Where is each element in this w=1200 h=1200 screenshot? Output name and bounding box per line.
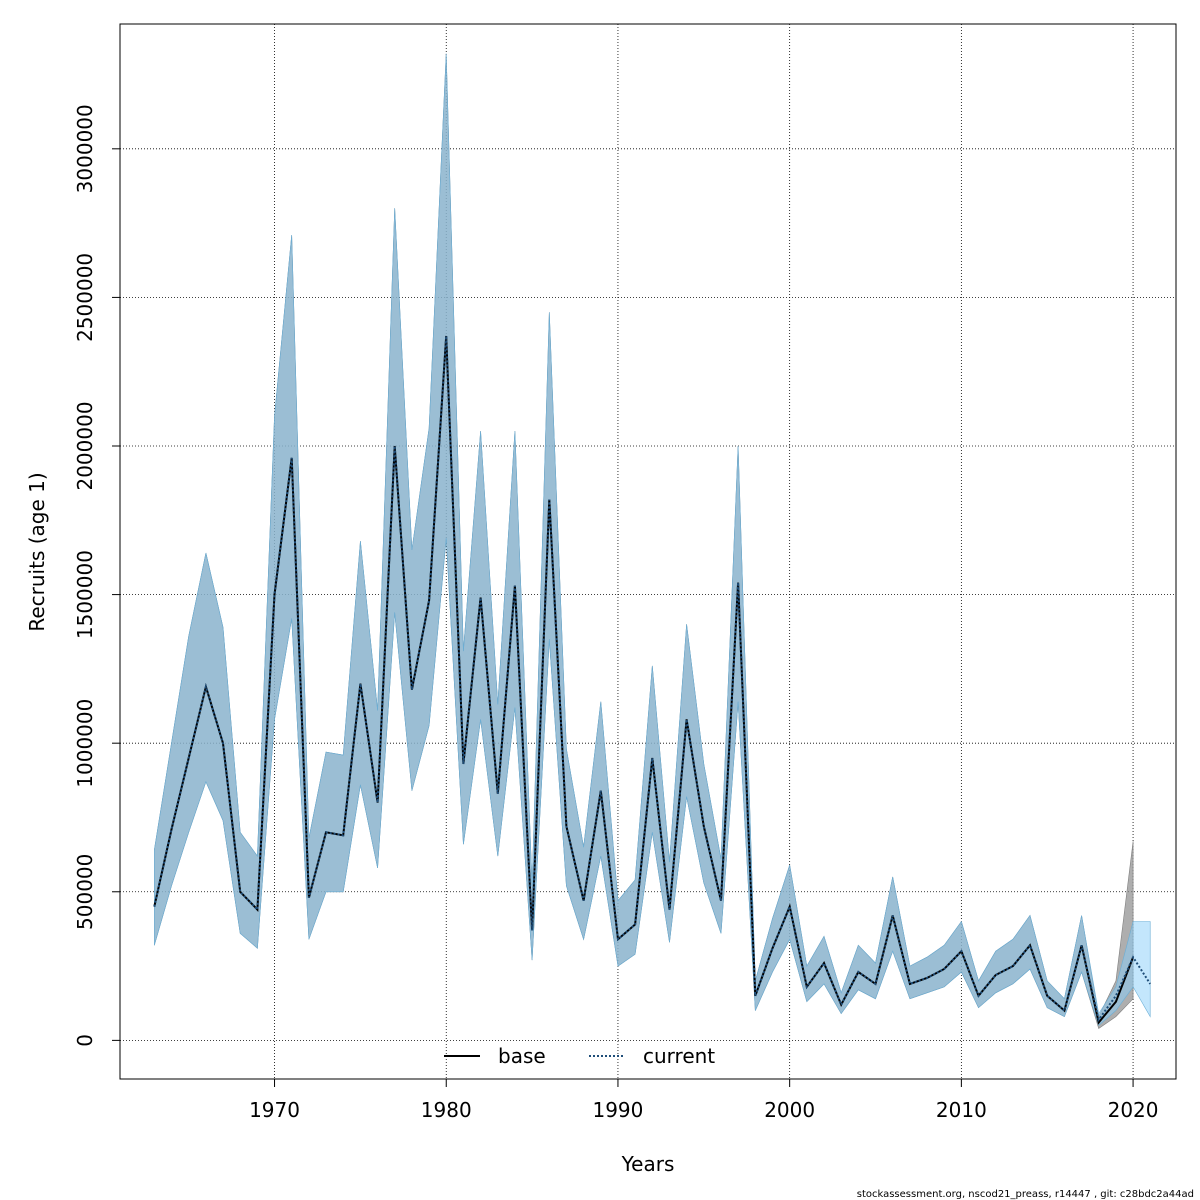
confidence-bands (154, 53, 1151, 1029)
current-series-line (153, 335, 1152, 1022)
legend-label-current: current (643, 1044, 715, 1068)
legend: base current (444, 1044, 715, 1068)
y-axis: 0 500000 1000000 1500000 2000000 2500000 30000… (73, 104, 120, 1047)
x-tick-label: 1980 (421, 1098, 472, 1122)
y-tick-label: 3000000 (73, 104, 97, 193)
footer-credit: stockassessment.org, nscod21_preass, r14… (857, 1189, 1194, 1200)
current-confidence-band (154, 53, 1151, 1027)
y-axis-title: Recruits (age 1) (25, 472, 49, 631)
y-tick-label: 0 (73, 1034, 97, 1047)
legend-label-base: base (498, 1044, 546, 1068)
base-series-line (153, 335, 1135, 1025)
y-tick-label: 1500000 (73, 550, 97, 639)
y-tick-label: 1000000 (73, 699, 97, 788)
x-tick-label: 1990 (592, 1098, 643, 1122)
x-tick-label: 2000 (764, 1098, 815, 1122)
y-tick-label: 2500000 (73, 253, 97, 342)
x-axis-title: Years (621, 1152, 675, 1176)
series-lines (153, 335, 1152, 1025)
x-tick-label: 1970 (249, 1098, 300, 1122)
y-tick-label: 2000000 (73, 401, 97, 490)
x-axis: 1970 1980 1990 2000 2010 2020 (249, 1079, 1159, 1122)
x-tick-label: 2010 (936, 1098, 987, 1122)
plot-frame (119, 23, 1177, 1080)
y-tick-label: 500000 (73, 854, 97, 930)
x-tick-label: 2020 (1108, 1098, 1159, 1122)
